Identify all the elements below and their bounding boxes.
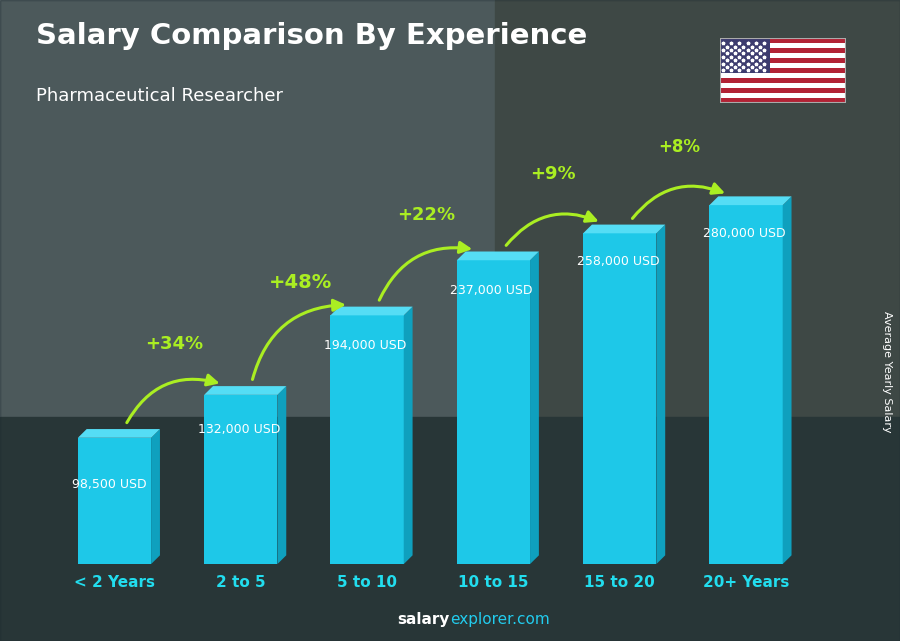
Bar — [720, 83, 846, 88]
Text: 237,000 USD: 237,000 USD — [451, 284, 533, 297]
Bar — [330, 315, 404, 564]
Text: 280,000 USD: 280,000 USD — [703, 227, 786, 240]
Bar — [720, 63, 846, 68]
Bar — [457, 260, 530, 564]
Bar — [720, 93, 846, 97]
Text: Pharmaceutical Researcher: Pharmaceutical Researcher — [36, 87, 283, 104]
Text: +48%: +48% — [269, 272, 332, 292]
Text: +8%: +8% — [658, 138, 700, 156]
Text: +9%: +9% — [530, 165, 576, 183]
Bar — [0, 417, 900, 641]
Polygon shape — [330, 306, 412, 315]
Text: +22%: +22% — [398, 206, 455, 224]
Bar — [709, 205, 783, 564]
Text: +34%: +34% — [145, 335, 203, 353]
Text: 194,000 USD: 194,000 USD — [324, 339, 407, 352]
Polygon shape — [151, 429, 160, 564]
Bar — [77, 438, 151, 564]
Bar — [720, 73, 846, 78]
Bar — [720, 38, 770, 73]
Text: Average Yearly Salary: Average Yearly Salary — [881, 311, 892, 433]
Text: 258,000 USD: 258,000 USD — [577, 255, 660, 268]
Polygon shape — [204, 386, 286, 395]
Polygon shape — [457, 251, 539, 260]
Bar — [720, 53, 846, 58]
Polygon shape — [404, 306, 412, 564]
Polygon shape — [530, 251, 539, 564]
Bar — [204, 395, 277, 564]
Bar — [495, 0, 900, 417]
Bar — [0, 0, 495, 417]
Bar — [583, 233, 656, 564]
Text: Salary Comparison By Experience: Salary Comparison By Experience — [36, 22, 587, 51]
Polygon shape — [783, 196, 791, 564]
Bar — [720, 58, 846, 63]
Polygon shape — [656, 224, 665, 564]
Bar — [720, 68, 846, 73]
Text: salary: salary — [398, 612, 450, 627]
Text: explorer.com: explorer.com — [450, 612, 550, 627]
Polygon shape — [277, 386, 286, 564]
Text: 132,000 USD: 132,000 USD — [198, 422, 280, 436]
Bar — [720, 78, 846, 83]
Bar — [720, 97, 846, 103]
Text: 98,500 USD: 98,500 USD — [71, 478, 146, 490]
Bar — [720, 44, 846, 48]
Bar — [720, 88, 846, 93]
Polygon shape — [583, 224, 665, 233]
Bar — [720, 38, 846, 44]
Polygon shape — [709, 196, 791, 205]
Polygon shape — [77, 429, 160, 438]
Bar — [720, 48, 846, 53]
